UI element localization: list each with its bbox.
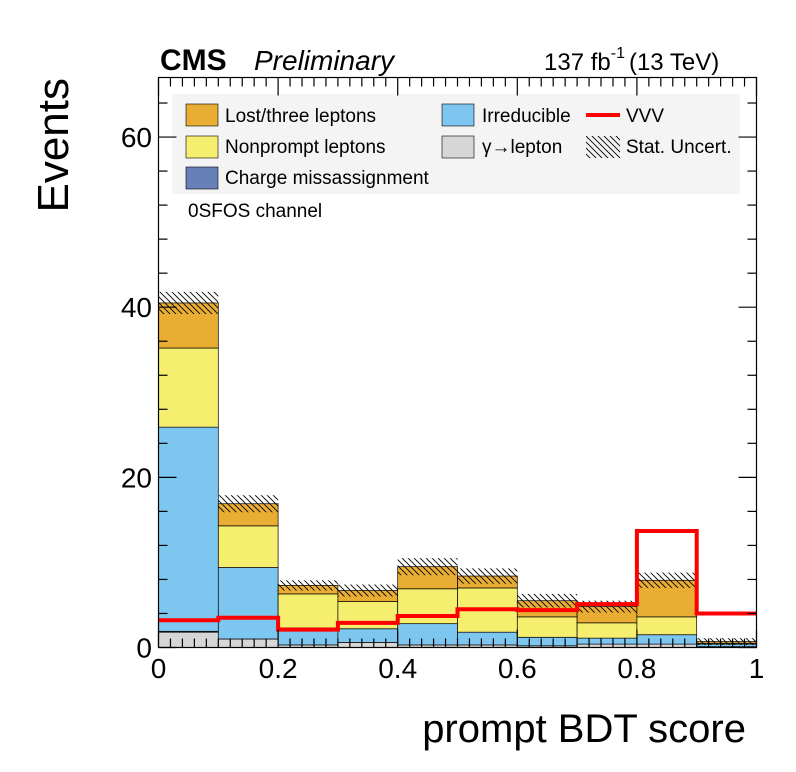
x-tick-label: 1 — [749, 653, 765, 684]
legend-swatch-irreducible — [441, 103, 475, 127]
stat-uncert-band — [158, 291, 219, 315]
bar-segment — [397, 623, 458, 646]
stat-uncert-band — [636, 572, 697, 588]
bar-segment — [516, 636, 578, 647]
legend-swatch-lost — [185, 103, 219, 127]
legend-label-vvv: VVV — [626, 106, 664, 127]
stat-uncert-band — [397, 558, 458, 576]
x-tick-label: 0.6 — [498, 653, 537, 684]
luminosity-label: 137 fb-1 (13 TeV) — [544, 45, 719, 76]
bar-segment — [457, 631, 518, 646]
axis-ticks — [157, 77, 758, 649]
x-tick-label: 0.4 — [378, 653, 417, 684]
legend-swatch-charge — [185, 166, 219, 190]
bar-segment — [337, 628, 399, 643]
bar-segment — [516, 616, 578, 638]
y-tick-label: 40 — [121, 292, 152, 323]
y-axis-title: Events — [29, 78, 78, 213]
y-tick-label: 0 — [136, 633, 152, 664]
bar-segment — [277, 593, 339, 629]
stat-uncert-band — [218, 495, 279, 513]
bar-segment — [158, 426, 219, 632]
legend-label-gamma: γ→lepton — [482, 137, 562, 158]
legend-swatch-stat — [586, 136, 620, 158]
x-tick-label: 0 — [151, 653, 167, 684]
x-tick-label: 0.8 — [617, 653, 656, 684]
y-tick-label: 20 — [121, 462, 152, 493]
y-tick-labels: 0 20 40 60 — [121, 122, 152, 663]
vvv-line — [158, 528, 757, 632]
legend-label-stat: Stat. Uncert. — [626, 137, 732, 158]
bar-segment — [158, 347, 219, 428]
x-tick-labels: 0 0.2 0.4 0.6 0.8 1 — [151, 653, 765, 684]
bar-segment — [217, 567, 279, 640]
legend-swatch-nonprompt — [185, 135, 219, 159]
legend-label-lost: Lost/three leptons — [225, 106, 376, 127]
stat-uncert-band — [337, 584, 398, 597]
legend-label-irreducible: Irreducible — [482, 106, 571, 127]
bar-segment — [158, 631, 219, 648]
x-axis-title: prompt BDT score — [422, 707, 746, 751]
stat-uncert-band — [696, 638, 757, 645]
legend-label-nonprompt: Nonprompt leptons — [225, 137, 386, 158]
bar-segment — [576, 622, 638, 639]
legend-label-charge: Charge missassignment — [225, 168, 430, 189]
stat-uncert-band — [457, 568, 518, 584]
stat-uncert-band — [577, 600, 637, 613]
channel-label: 0SFOS channel — [188, 201, 322, 222]
bar-segment — [397, 588, 458, 625]
bar-segment — [337, 642, 399, 648]
legend-swatch-gamma — [441, 135, 475, 159]
bar-segment — [217, 638, 279, 648]
stat-uncert-band — [517, 593, 578, 608]
stat-uncert-band — [278, 580, 338, 591]
y-tick-label: 60 — [121, 122, 152, 153]
bar-segment — [636, 616, 698, 636]
bar-segment — [636, 634, 698, 645]
status-label: Preliminary — [254, 45, 396, 76]
x-tick-label: 0.2 — [259, 653, 298, 684]
bar-segment — [576, 637, 638, 645]
bar-segment — [217, 525, 279, 568]
experiment-label: CMS — [160, 44, 227, 77]
stat-uncertainty-bands — [158, 291, 757, 645]
legend: Lost/three leptons Nonprompt leptons Cha… — [185, 103, 732, 190]
stacked-bars — [158, 302, 757, 648]
